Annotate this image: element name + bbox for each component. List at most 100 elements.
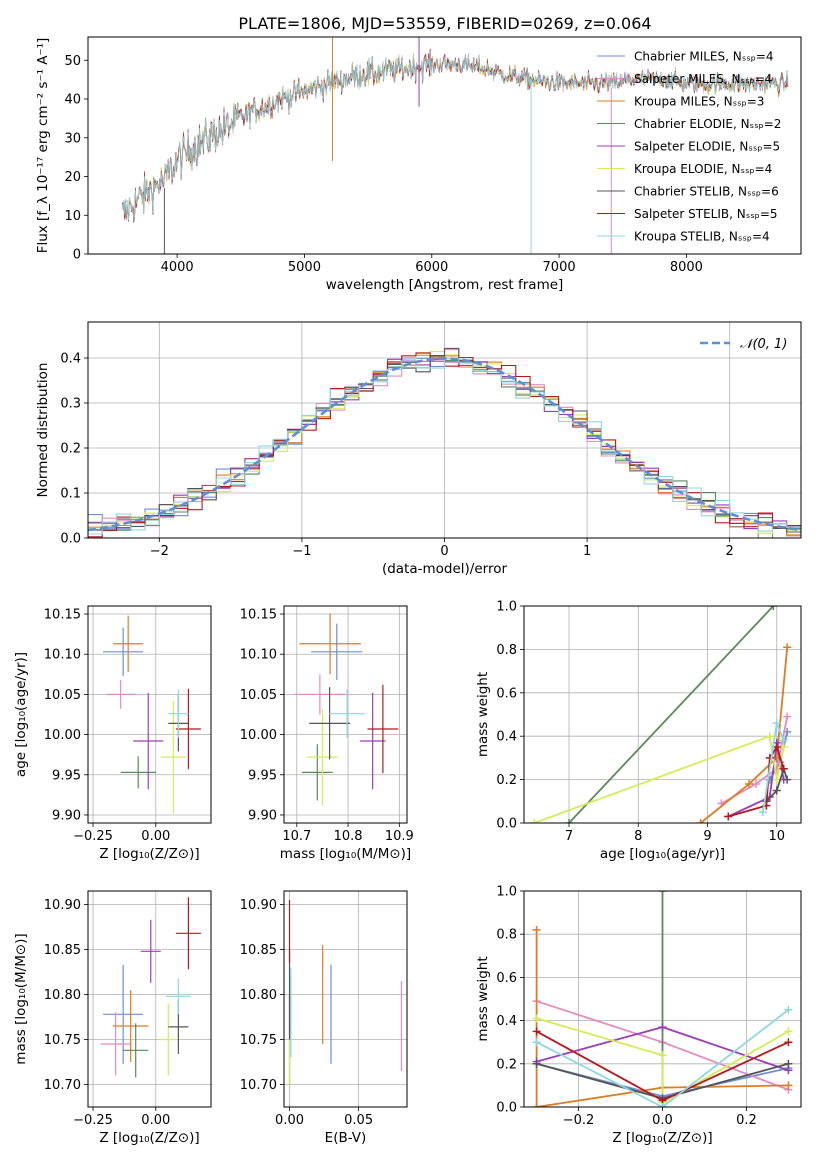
- y-tick-label: 10.00: [240, 728, 277, 743]
- weight-point-marker: [784, 1059, 793, 1068]
- weight-lines: [532, 891, 793, 1107]
- y-tick-label: 10.85: [240, 943, 277, 958]
- mass-vs-Z-panel: −0.25 0.00 10.70 10.75 10.80 10.85 10.90 Z [log…: [13, 890, 212, 1146]
- weight-point-marker: [658, 1103, 667, 1107]
- errorbar-group: [294, 613, 399, 806]
- axes-frame: [87, 605, 212, 824]
- y-tick-label: 0.0: [60, 532, 81, 547]
- x-tick-label: 8000: [670, 260, 703, 275]
- y-tick-label: 10.85: [44, 943, 81, 958]
- y-tick-label: 10.05: [44, 688, 81, 703]
- errorbar-group: [288, 900, 403, 1085]
- y-tick-label: 10.15: [240, 608, 277, 623]
- spectrum-legend: Chabrier MILES, Nₛₛₚ=4 Salpeter MILES, Nₛ…: [597, 50, 781, 244]
- x-tick-label: 0.00: [275, 1113, 304, 1128]
- x-axis-label: (data-model)/error: [382, 561, 508, 577]
- x-tick-label: 1: [583, 544, 591, 559]
- y-tick-label: 10.00: [44, 728, 81, 743]
- y-tick-label: 30: [64, 131, 81, 146]
- figure-title: PLATE=1806, MJD=53559, FIBERID=0269, z=0…: [238, 14, 651, 33]
- y-tick-label: 0.2: [496, 1057, 517, 1072]
- x-tick-label: 4000: [161, 260, 194, 275]
- weight-point-marker: [532, 925, 541, 934]
- x-tick-label: −0.25: [73, 1113, 113, 1128]
- axes-frame: [87, 36, 802, 255]
- weight-point-marker: [783, 712, 792, 721]
- x-tick-label: 5000: [288, 260, 321, 275]
- y-tick-label: 10.70: [240, 1078, 277, 1093]
- y-tick-label: 0.4: [60, 352, 81, 367]
- weight-series-line: [568, 606, 774, 823]
- x-axis-label: Z [log₁₀(Z/Z⊙)]: [99, 846, 199, 862]
- legend-label: Kroupa MILES, Nₛₛₚ=3: [634, 95, 764, 109]
- legend-label: Chabrier MILES, Nₛₛₚ=4: [634, 50, 774, 64]
- legend-label: Salpeter MILES, Nₛₛₚ=4: [634, 72, 772, 86]
- y-tick-label: 9.95: [248, 768, 277, 783]
- weight-point-marker: [784, 1005, 793, 1014]
- y-tick-label: 0.4: [496, 1014, 517, 1029]
- weight-point-marker: [772, 786, 781, 795]
- weight-point-marker: [696, 819, 705, 823]
- weight-point-marker: [779, 764, 788, 773]
- y-tick-label: 10.10: [44, 648, 81, 663]
- weight-lines: [530, 606, 792, 823]
- y-axis-label: mass [log₁₀(M/M⊙)]: [13, 933, 29, 1064]
- y-tick-label: 10.75: [44, 1033, 81, 1048]
- y-axis-label: mass weight: [475, 956, 491, 1041]
- y-tick-label: 10.15: [44, 608, 81, 623]
- x-tick-label: 10.8: [334, 829, 363, 844]
- x-axis-label: mass [log₁₀(M/M⊙)]: [280, 846, 411, 862]
- weight-vs-Z-panel: −0.2 0.0 0.2 0.0 0.2 0.4 0.6 0.8 1.0 Z [log₁₀(Z/Z…: [475, 885, 802, 1146]
- weight-point-marker: [530, 819, 539, 823]
- legend-label: Chabrier STELIB, Nₛₛₚ=6: [634, 185, 779, 199]
- weight-vs-age-panel: 7 8 9 10 0.0 0.2 0.4 0.6 0.8 1.0 age [log₁₀(age/yr…: [475, 600, 802, 862]
- age-vs-Z-panel: −0.25 0.00 9.90 9.95 10.00 10.05 10.10 10.15 Z […: [13, 605, 212, 862]
- x-tick-label: 0: [440, 544, 448, 559]
- x-tick-label: 0.05: [344, 1113, 373, 1128]
- weight-series-line: [765, 765, 789, 802]
- y-tick-label: 50: [64, 54, 81, 69]
- y-tick-label: 10.70: [44, 1078, 81, 1093]
- y-tick-label: 9.95: [52, 768, 81, 783]
- y-tick-label: 0.0: [496, 817, 517, 832]
- x-tick-label: 8: [634, 829, 642, 844]
- y-tick-label: 10.05: [240, 688, 277, 703]
- x-tick-label: 7000: [543, 260, 576, 275]
- y-tick-label: 10.90: [240, 898, 277, 913]
- y-tick-label: 10.80: [44, 988, 81, 1003]
- x-tick-label: 0.00: [141, 1113, 170, 1128]
- x-tick-label: −0.25: [73, 829, 113, 844]
- weight-point-marker: [772, 719, 781, 728]
- residual-histograms: [88, 347, 801, 538]
- x-tick-label: 10: [768, 829, 785, 844]
- x-tick-label: 0.2: [736, 1113, 757, 1128]
- weight-point-marker: [751, 779, 760, 788]
- x-tick-label: 2: [726, 544, 734, 559]
- y-tick-label: 0.0: [496, 1101, 517, 1116]
- y-tick-label: 0.1: [60, 487, 81, 502]
- weight-point-marker: [769, 606, 778, 610]
- y-axis-label: Flux [f_λ 10⁻¹⁷ erg cm⁻² s⁻¹ A⁻¹]: [35, 38, 51, 254]
- weight-point-marker: [532, 1103, 541, 1107]
- weight-point-marker: [724, 812, 733, 821]
- weight-point-marker: [532, 1027, 541, 1036]
- y-axis-label: mass weight: [475, 672, 491, 757]
- weight-series-line: [700, 647, 789, 823]
- y-tick-label: 10.10: [240, 648, 277, 663]
- normal-curve: [88, 357, 801, 532]
- x-tick-label: −2: [150, 544, 169, 559]
- y-axis-label: Normed distribution: [35, 363, 51, 498]
- age-vs-mass-panel: 10.7 10.8 10.9 9.90 9.95 10.00 10.05 10.10 10.15…: [240, 605, 414, 862]
- weight-point-marker: [532, 1038, 541, 1047]
- legend-label: Salpeter STELIB, Nₛₛₚ=5: [634, 207, 778, 221]
- spectrum-lines: [122, 37, 789, 254]
- y-axis-label: age [log₁₀(age/yr)]: [13, 652, 29, 777]
- spectrum-series-line: [122, 50, 789, 221]
- x-tick-label: 10.7: [282, 829, 311, 844]
- y-tick-label: 40: [64, 93, 81, 108]
- y-tick-label: 0.6: [496, 686, 517, 701]
- weight-point-marker: [765, 753, 774, 762]
- weight-point-marker: [658, 1023, 667, 1032]
- residuals-panel: −2 −1 0 1 2 0.0 0.1 0.2 0.3 0.4 (data-model)/error…: [35, 321, 802, 577]
- axes-frame: [87, 890, 212, 1108]
